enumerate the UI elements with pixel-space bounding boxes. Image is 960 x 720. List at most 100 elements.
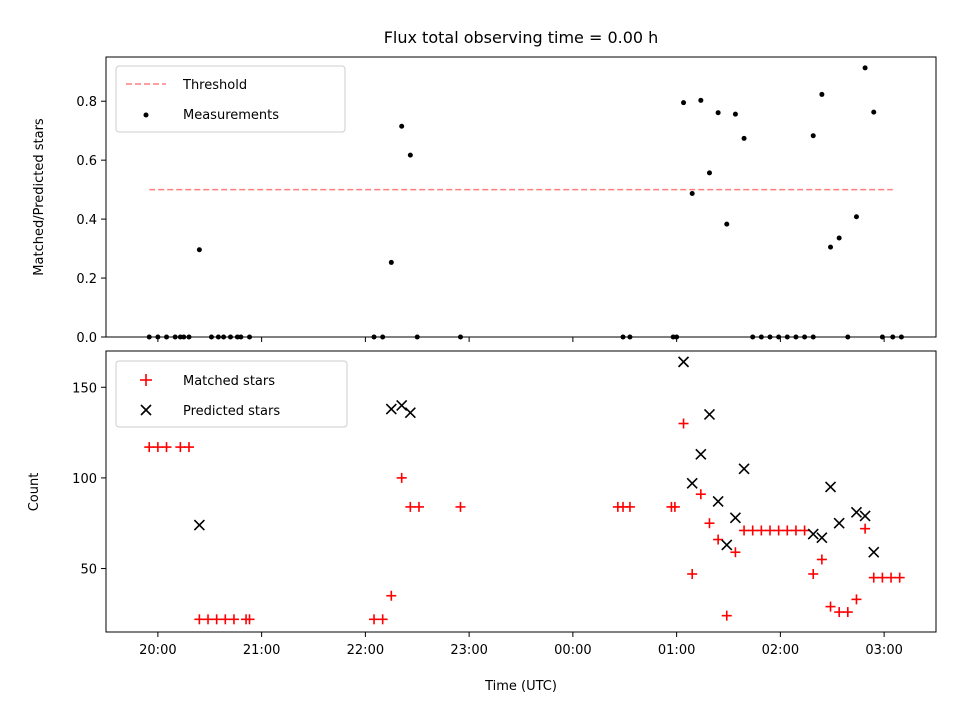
matched-star-marker bbox=[244, 614, 255, 625]
measurement-point bbox=[689, 190, 695, 196]
matched-star-marker bbox=[624, 501, 635, 512]
matched-star-marker bbox=[773, 525, 784, 536]
bottom-y-tick-label: 150 bbox=[72, 381, 97, 396]
matched-star-marker bbox=[877, 572, 888, 583]
matched-star-marker bbox=[211, 614, 222, 625]
measurement-point bbox=[810, 133, 816, 139]
bottom-x-tick-label: 00:00 bbox=[554, 643, 591, 658]
predicted-star-marker bbox=[738, 463, 750, 475]
matched-star-marker bbox=[782, 525, 793, 536]
predicted-star-marker bbox=[396, 399, 408, 411]
matched-star-marker bbox=[405, 501, 416, 512]
bottom-y-ticks: 50 100 150 bbox=[72, 381, 106, 578]
measurement-point bbox=[732, 111, 738, 117]
bottom-panel: Time (UTC) Count 50 100 150 20:00 21:00 22:0… bbox=[27, 350, 937, 694]
measurement-point bbox=[388, 259, 394, 265]
predicted-star-marker bbox=[712, 495, 724, 508]
predicted-star-marker bbox=[816, 532, 828, 544]
bottom-y-tick-label: 100 bbox=[72, 472, 97, 487]
matched-star-marker bbox=[194, 614, 205, 625]
bottom-x-tick-label: 22:00 bbox=[347, 643, 384, 658]
predicted-star-marker bbox=[868, 546, 880, 558]
bottom-x-tick-label: 02:00 bbox=[762, 643, 799, 658]
top-x-ticks bbox=[157, 337, 885, 342]
legend-matched-swatch bbox=[140, 374, 152, 386]
bottom-x-tick-label: 20:00 bbox=[139, 643, 176, 658]
matched-star-marker bbox=[144, 442, 155, 453]
matched-star-marker bbox=[842, 607, 853, 618]
matched-star-marker bbox=[868, 572, 879, 583]
top-legend: Threshold Measurements bbox=[115, 65, 346, 133]
matched-star-marker bbox=[695, 489, 706, 500]
matched-star-marker bbox=[669, 501, 680, 512]
matched-star-marker bbox=[747, 525, 758, 536]
bottom-x-tick-label: 03:00 bbox=[865, 643, 902, 658]
matched-star-marker bbox=[386, 590, 397, 601]
matched-star-marker bbox=[756, 525, 767, 536]
matched-star-marker bbox=[455, 501, 466, 512]
predicted-stars-points bbox=[193, 356, 880, 558]
matched-star-marker bbox=[377, 614, 388, 625]
measurement-point bbox=[853, 214, 859, 220]
legend-matched-label: Matched stars bbox=[183, 374, 275, 389]
legend-threshold-label: Threshold bbox=[182, 78, 247, 93]
bottom-x-axis-label: Time (UTC) bbox=[484, 679, 557, 694]
measurement-point bbox=[819, 91, 825, 97]
top-y-tick-label: 0.0 bbox=[76, 331, 97, 346]
bottom-legend-box bbox=[115, 360, 348, 428]
predicted-star-marker bbox=[850, 506, 863, 518]
matched-star-marker bbox=[184, 442, 194, 453]
matched-star-marker bbox=[886, 572, 897, 583]
matched-star-marker bbox=[721, 610, 732, 621]
legend-measurements-swatch bbox=[143, 112, 149, 118]
predicted-star-marker bbox=[824, 481, 837, 493]
matched-star-marker bbox=[228, 614, 239, 625]
chart-title: Flux total observing time = 0.00 h bbox=[384, 28, 659, 47]
matched-star-marker bbox=[860, 523, 871, 534]
matched-star-marker bbox=[739, 525, 750, 536]
matched-star-marker bbox=[175, 442, 186, 453]
matched-star-marker bbox=[369, 614, 380, 625]
predicted-star-marker bbox=[729, 512, 741, 524]
matched-star-marker bbox=[687, 568, 698, 579]
matched-star-marker bbox=[834, 607, 845, 618]
bottom-y-axis-label: Count bbox=[27, 473, 42, 512]
top-y-ticks: 0.0 0.2 0.4 0.6 0.8 bbox=[76, 95, 106, 346]
predicted-star-marker bbox=[703, 408, 716, 421]
measurement-point bbox=[741, 135, 747, 141]
bottom-x-tick-label: 21:00 bbox=[243, 643, 280, 658]
predicted-star-marker bbox=[859, 510, 871, 522]
measurement-point bbox=[407, 152, 413, 158]
top-y-tick-label: 0.8 bbox=[76, 95, 97, 110]
matched-star-marker bbox=[851, 594, 862, 605]
bottom-x-tick-label: 01:00 bbox=[658, 643, 695, 658]
predicted-star-marker bbox=[721, 539, 733, 551]
measurement-point bbox=[196, 247, 202, 253]
predicted-star-marker bbox=[695, 448, 707, 460]
predicted-star-marker bbox=[677, 356, 690, 368]
matched-star-marker bbox=[161, 442, 172, 453]
legend-measurements-label: Measurements bbox=[183, 108, 279, 123]
bottom-legend: Matched stars Predicted stars bbox=[115, 360, 348, 428]
matched-star-marker bbox=[765, 525, 775, 536]
bottom-x-ticks: 20:00 21:00 22:00 23:00 00:00 01:00 02:00 03:00 bbox=[139, 632, 903, 658]
measurement-point bbox=[836, 235, 842, 241]
top-y-tick-label: 0.2 bbox=[76, 272, 97, 287]
predicted-star-marker bbox=[686, 477, 698, 489]
matched-star-marker bbox=[808, 568, 819, 579]
bottom-axes-frame bbox=[105, 350, 937, 633]
matched-star-marker bbox=[816, 554, 827, 565]
matched-star-marker bbox=[152, 442, 163, 453]
bottom-x-tick-label: 23:00 bbox=[450, 643, 487, 658]
matched-star-marker bbox=[413, 501, 424, 512]
matched-star-marker bbox=[730, 547, 741, 558]
predicted-star-marker bbox=[193, 519, 205, 531]
matched-star-marker bbox=[790, 525, 801, 536]
measurement-point bbox=[828, 244, 834, 250]
matched-star-marker bbox=[799, 525, 810, 536]
predicted-star-marker bbox=[807, 528, 819, 540]
legend-predicted-label: Predicted stars bbox=[183, 404, 280, 419]
measurement-point bbox=[681, 100, 687, 106]
measurement-point bbox=[715, 110, 721, 116]
